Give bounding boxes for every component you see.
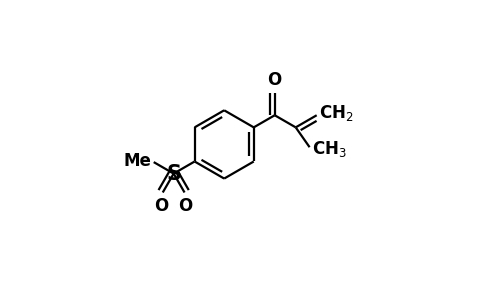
Text: O: O: [178, 197, 192, 215]
Text: O: O: [267, 72, 281, 90]
Text: CH$_3$: CH$_3$: [312, 139, 346, 159]
Text: Me: Me: [123, 152, 151, 170]
Text: CH$_2$: CH$_2$: [319, 103, 353, 123]
Text: O: O: [154, 197, 168, 215]
Text: S: S: [166, 164, 181, 184]
